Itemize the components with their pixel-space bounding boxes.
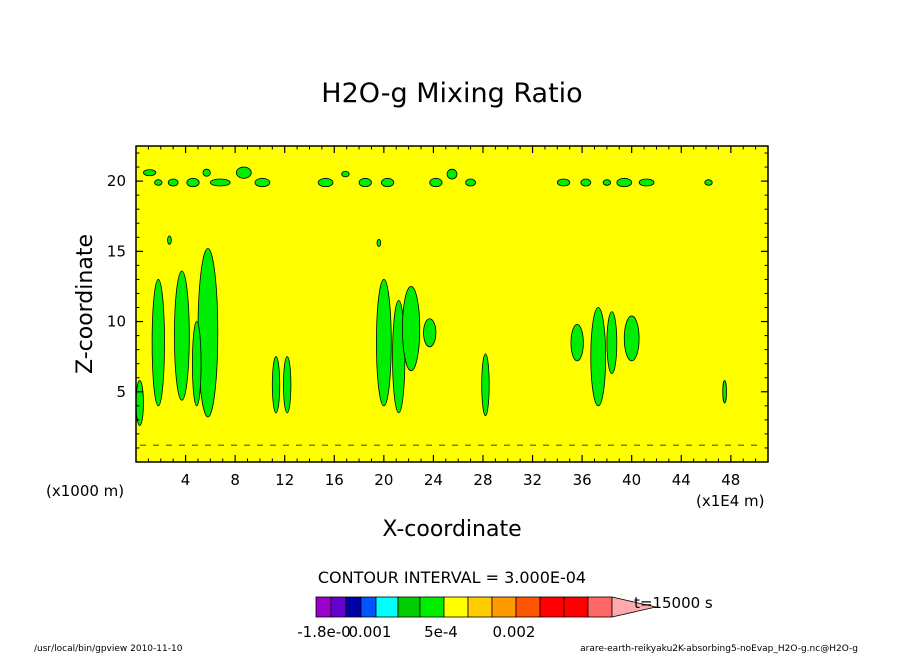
x-tick-label: 12 <box>275 471 294 489</box>
contour-region-27 <box>317 177 334 188</box>
contour-region-15 <box>590 307 607 407</box>
contour-region-30 <box>380 177 395 188</box>
contour-region-28 <box>341 170 350 178</box>
contour-region-26 <box>254 177 271 188</box>
x-tick-label: 36 <box>573 471 592 489</box>
x-axis-ticks: 4 8 12 16 20 24 28 32 36 40 44 48 <box>147 146 757 489</box>
y-tick-label: 15 <box>107 242 126 260</box>
x-unit-right: (x1E4 m) <box>696 492 765 510</box>
contour-region-18 <box>722 380 727 404</box>
colorbar-segment-13 <box>587 596 613 618</box>
contour-region-8 <box>376 279 392 407</box>
footer-right: arare-earth-reikyaku2K-absorbing5-noEvap… <box>580 644 858 654</box>
contour-region-25 <box>235 166 252 179</box>
colorbar-segment-3 <box>360 596 377 618</box>
contour-region-22 <box>186 177 200 188</box>
contour-region-23 <box>202 168 211 177</box>
contour-region-13 <box>481 353 490 417</box>
y-tick-label: 20 <box>107 172 126 190</box>
colorbar-segment-9 <box>491 596 517 618</box>
colorbar-labels: -1.8e-00.001 5e-4 0.002 <box>297 623 535 641</box>
x-tick-label: 8 <box>230 471 240 489</box>
contour-region-36 <box>602 179 612 186</box>
colorbar-segment-7 <box>443 596 469 618</box>
contour-region-16 <box>606 311 618 374</box>
x-tick-label: 40 <box>622 471 641 489</box>
colorbar-segment-11 <box>539 596 565 618</box>
contour-region-33 <box>465 178 476 187</box>
colorbar-segment-10 <box>515 596 541 618</box>
contour-region-3 <box>197 248 219 418</box>
x-axis-label: X-coordinate <box>382 517 521 542</box>
contour-region-39 <box>704 179 713 186</box>
plot-background <box>136 146 768 462</box>
contour-regions <box>135 166 764 446</box>
contour-region-4 <box>191 321 202 407</box>
x-tick-label: 44 <box>672 471 691 489</box>
contour-region-32 <box>446 168 458 180</box>
colorbar-segment-6 <box>419 596 445 618</box>
x-tick-label: 4 <box>181 471 191 489</box>
plot-frame <box>135 145 769 463</box>
contour-region-7 <box>283 356 292 414</box>
chart-title: H2O-g Mixing Ratio <box>321 78 582 109</box>
y-tick-label: 5 <box>116 383 126 401</box>
contour-region-19 <box>143 169 157 177</box>
y-axis-label: Z-coordinate <box>73 234 98 374</box>
contour-region-10 <box>402 286 421 372</box>
contour-region-37 <box>616 177 633 188</box>
contour-region-29 <box>358 177 372 188</box>
x-tick-label: 28 <box>473 471 492 489</box>
contour-region-20 <box>154 179 163 186</box>
contour-region-12 <box>376 238 382 247</box>
contour-region-14 <box>570 323 584 362</box>
x-tick-label: 16 <box>325 471 344 489</box>
contour-region-1 <box>151 279 165 407</box>
contour-interval-text: CONTOUR INTERVAL = 3.000E-04 <box>318 568 586 587</box>
colorbar-label: 0.002 <box>493 623 536 641</box>
contour-region-5 <box>167 235 172 245</box>
y-axis-ticks: 5 10 15 20 <box>107 152 768 449</box>
x-tick-label: 32 <box>523 471 542 489</box>
colorbar-label: 0.001 <box>349 623 392 641</box>
colorbar <box>315 596 657 618</box>
contour-region-38 <box>638 178 655 187</box>
contour-region-34 <box>556 178 571 187</box>
colorbar-segment-12 <box>563 596 589 618</box>
contour-region-2 <box>174 270 190 401</box>
colorbar-segment-4 <box>375 596 399 618</box>
colorbar-label: 5e-4 <box>424 623 458 641</box>
contour-region-35 <box>580 178 592 187</box>
contour-region-24 <box>209 178 231 187</box>
colorbar-arrow <box>611 596 657 618</box>
colorbar-segment-2 <box>345 596 362 618</box>
contour-region-11 <box>423 318 437 348</box>
colorbar-segment-8 <box>467 596 493 618</box>
contour-region-21 <box>167 178 179 187</box>
y-tick-label: 10 <box>107 313 126 331</box>
x-tick-label: 24 <box>424 471 443 489</box>
colorbar-segment-0 <box>315 596 332 618</box>
colorbar-segment-5 <box>397 596 421 618</box>
contour-region-17 <box>623 315 640 362</box>
colorbar-segment-1 <box>330 596 347 618</box>
colorbar-label: -1.8e-0 <box>297 623 350 641</box>
contour-region-0 <box>135 380 144 426</box>
contour-region-6 <box>271 356 281 414</box>
x-unit-left: (x1000 m) <box>46 482 124 500</box>
time-label: t=15000 s <box>634 594 713 612</box>
contour-region-31 <box>429 177 443 188</box>
x-tick-label: 20 <box>374 471 393 489</box>
footer-left: /usr/local/bin/gpview 2010-11-10 <box>34 644 183 654</box>
x-tick-label: 48 <box>721 471 740 489</box>
